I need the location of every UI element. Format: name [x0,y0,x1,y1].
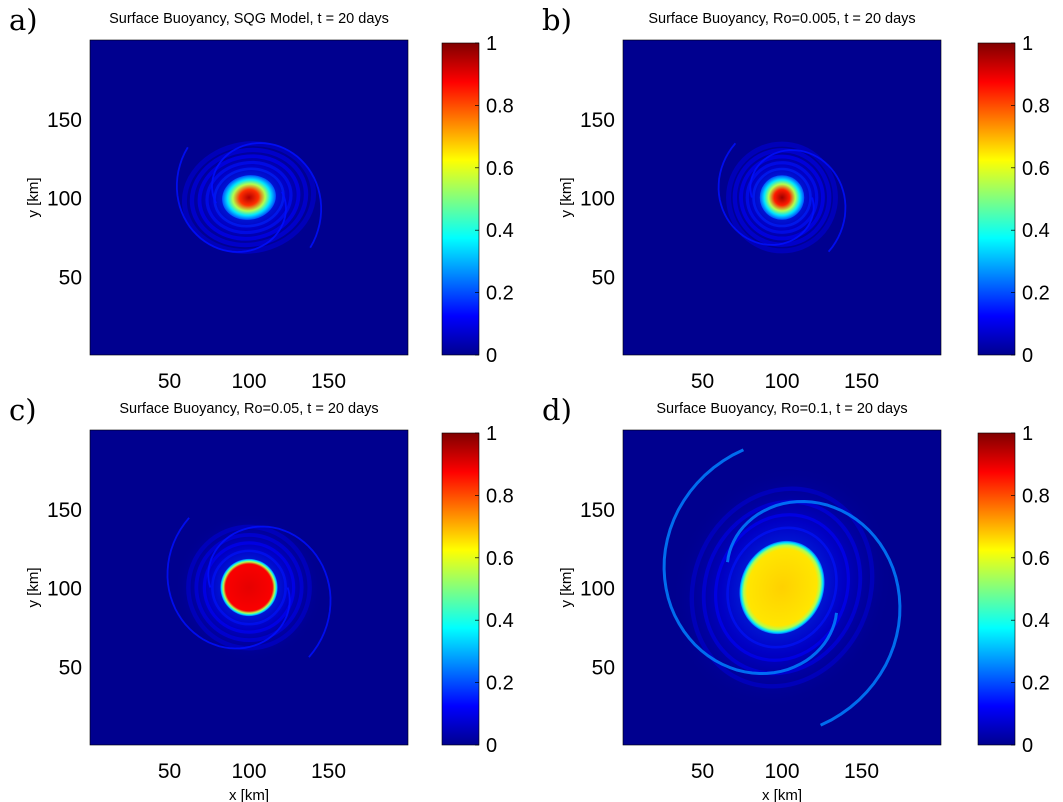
spiral-filaments [176,142,322,253]
y-tick-label: 150 [47,109,82,132]
colorbar [441,432,480,746]
heatmap-field [717,139,847,256]
colorbar-tick-label: 0.4 [486,610,514,632]
colorbar-tick-label: 0.2 [1022,673,1050,695]
colorbar-tick-label: 1 [486,423,497,445]
spiral-filaments [166,517,332,658]
colorbar-tick-label: 0.8 [486,485,514,507]
vortex-core [220,558,278,617]
colorbar-tick-label: 0.4 [1022,610,1050,632]
panel-letter: b) [542,3,572,37]
colorbar-tick-label: 0 [486,345,497,367]
spiral-filaments [662,448,902,727]
heatmap-field [176,139,322,256]
y-tick-label: 50 [592,656,615,679]
y-tick-label: 50 [59,656,82,679]
panel-title: Surface Buoyancy, Ro=0.05, t = 20 days [119,401,378,417]
y-axis-label: y [km] [25,568,42,608]
x-axis-label: x [km] [762,787,802,802]
x-tick-label: 150 [844,370,879,393]
colorbar-tick-label: 0.8 [1022,95,1050,117]
colorbar [441,42,480,356]
colorbar-tick-label: 0.4 [486,220,514,242]
colorbar-tick-label: 1 [486,33,497,55]
y-axis-label: y [km] [558,568,575,608]
panel-1: Surface Buoyancy, Ro=0.005, t = 20 days b… [542,3,1050,393]
x-tick-label: 100 [764,760,799,783]
y-tick-label: 100 [47,188,82,211]
y-tick-label: 50 [592,266,615,289]
y-tick-label: 100 [47,578,82,601]
colorbar-tick-label: 0.8 [1022,485,1050,507]
colorbar-tick-label: 0.8 [486,95,514,117]
panel-title: Surface Buoyancy, Ro=0.1, t = 20 days [656,401,907,417]
colorbar-tick-label: 0 [1022,735,1033,757]
colorbar-tick-label: 0.4 [1022,220,1050,242]
colorbar-tick-label: 0.2 [486,283,514,305]
panel-title: Surface Buoyancy, Ro=0.005, t = 20 days [648,11,915,27]
x-tick-label: 150 [311,370,346,393]
panel-letter: c) [9,393,37,427]
colorbar-tick-label: 0.6 [1022,158,1050,180]
colorbar [977,432,1016,746]
y-axis-label: y [km] [558,178,575,218]
y-tick-label: 150 [47,499,82,522]
x-tick-label: 150 [311,760,346,783]
x-tick-label: 150 [844,760,879,783]
panel-3: Surface Buoyancy, Ro=0.1, t = 20 days d) 5… [542,393,1050,802]
heatmap-field [662,448,902,727]
y-tick-label: 150 [580,109,615,132]
colorbar [977,42,1016,356]
y-axis-label: y [km] [25,178,42,218]
colorbar-tick-label: 0 [486,735,497,757]
x-tick-label: 100 [764,370,799,393]
heatmap-field [166,513,332,662]
colorbar-tick-label: 0.6 [1022,548,1050,570]
colorbar-tick-label: 1 [1022,33,1033,55]
y-tick-label: 50 [59,266,82,289]
vortex-core [222,175,276,220]
y-tick-label: 100 [580,578,615,601]
x-axis-label: x [km] [229,787,269,802]
x-tick-label: 50 [158,370,181,393]
colorbar-tick-label: 0.6 [486,158,514,180]
vortex-core [759,175,805,220]
colorbar-tick-label: 0.6 [486,548,514,570]
x-tick-label: 50 [158,760,181,783]
x-tick-label: 50 [691,370,714,393]
colorbar-tick-label: 0.2 [486,673,514,695]
colorbar-tick-label: 1 [1022,423,1033,445]
panel-letter: d) [542,393,572,427]
x-tick-label: 100 [231,760,266,783]
panel-title: Surface Buoyancy, SQG Model, t = 20 days [109,11,389,27]
panel-letter: a) [9,3,38,37]
spiral-filaments [717,142,847,253]
panel-2: Surface Buoyancy, Ro=0.05, t = 20 days c)… [9,393,514,802]
y-tick-label: 100 [580,188,615,211]
x-tick-label: 100 [231,370,266,393]
x-tick-label: 50 [691,760,714,783]
vortex-core [739,540,825,635]
panel-0: Surface Buoyancy, SQG Model, t = 20 days… [9,3,514,393]
colorbar-tick-label: 0.2 [1022,283,1050,305]
colorbar-tick-label: 0 [1022,345,1033,367]
y-tick-label: 150 [580,499,615,522]
